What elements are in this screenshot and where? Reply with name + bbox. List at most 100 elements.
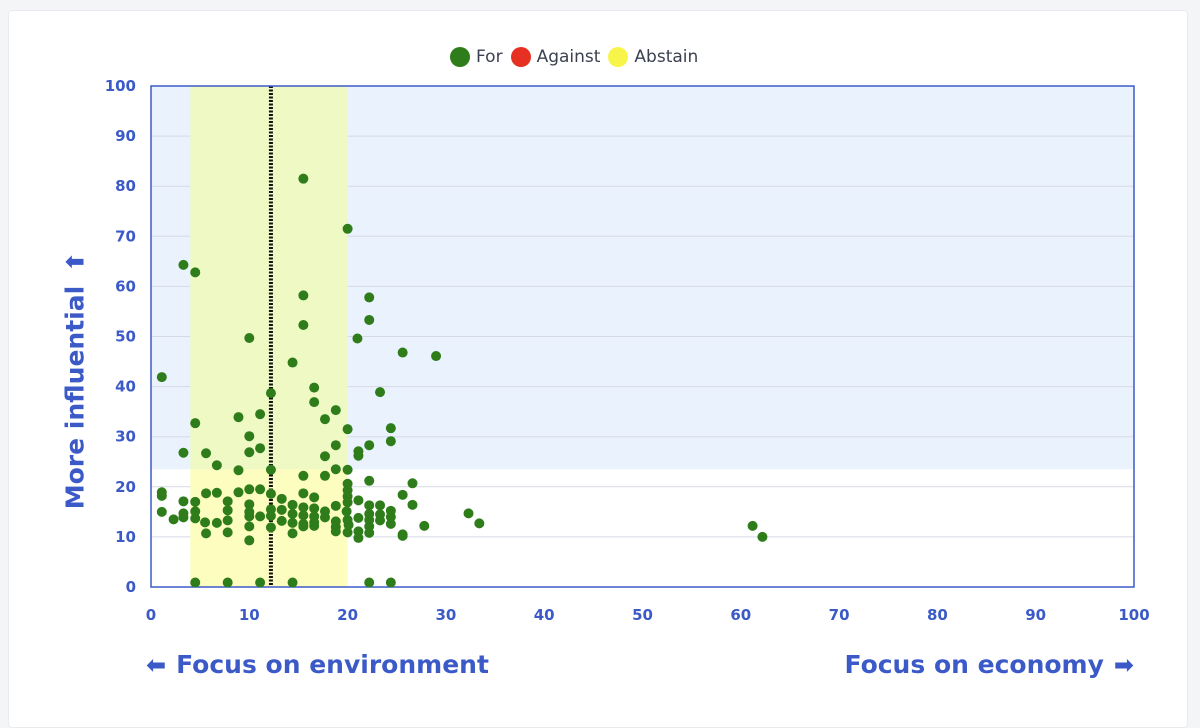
x-axis-title-left: ⬅ Focus on environment (146, 650, 489, 679)
data-point (201, 488, 212, 499)
data-point (244, 511, 255, 522)
data-point (352, 333, 363, 344)
y-axis-title: More influential ⬆ (50, 240, 100, 520)
data-point (298, 521, 309, 532)
data-point (309, 397, 320, 408)
data-point (397, 530, 408, 541)
data-point (385, 423, 396, 434)
data-point (255, 409, 266, 420)
data-point (397, 347, 408, 358)
data-point (298, 173, 309, 184)
data-point (309, 520, 320, 531)
data-point (178, 512, 189, 523)
data-point (364, 577, 375, 588)
data-point (342, 223, 353, 234)
data-point (330, 500, 341, 511)
legend-label-for: For (476, 47, 503, 67)
y-tick-label: 70 (115, 227, 136, 245)
y-tick-label: 0 (126, 578, 136, 596)
data-point (222, 505, 233, 516)
data-point (276, 504, 287, 515)
data-point (233, 412, 244, 423)
data-point (342, 464, 353, 475)
legend-swatch-abstain (608, 47, 629, 67)
x-tick-label: 0 (146, 606, 156, 624)
data-point (178, 447, 189, 458)
data-point (407, 478, 418, 489)
data-point (222, 496, 233, 507)
data-point (757, 531, 768, 542)
y-tick-label: 100 (105, 77, 136, 95)
data-point (178, 259, 189, 270)
legend-item-abstain[interactable]: Abstain (608, 47, 698, 67)
data-point (330, 526, 341, 537)
data-point (385, 436, 396, 447)
data-point (244, 484, 255, 495)
data-point (156, 506, 167, 517)
data-point (342, 424, 353, 435)
x-tick-label: 100 (1118, 606, 1149, 624)
data-point (309, 382, 320, 393)
data-point (353, 495, 364, 506)
x-tick-label: 70 (829, 606, 850, 624)
x-axis-title-right: Focus on economy ➡ (845, 650, 1135, 679)
data-point (244, 447, 255, 458)
data-point (330, 440, 341, 451)
data-point (364, 500, 375, 511)
legend-item-against[interactable]: Against (510, 47, 600, 67)
data-point (431, 351, 442, 362)
data-point (419, 520, 430, 531)
legend-swatch-against (510, 47, 531, 67)
data-point (244, 535, 255, 546)
data-point (342, 527, 353, 538)
data-point (265, 510, 276, 521)
x-tick-label: 10 (239, 606, 260, 624)
data-point (244, 333, 255, 344)
data-point (287, 528, 298, 539)
data-point (330, 464, 341, 475)
data-point (463, 508, 474, 519)
data-point (287, 499, 298, 510)
data-point (343, 519, 354, 530)
data-point (298, 510, 309, 521)
data-point (353, 532, 364, 543)
data-point (201, 448, 212, 459)
data-point (319, 451, 330, 462)
data-point (364, 314, 375, 325)
data-point (178, 496, 189, 507)
data-point (255, 484, 266, 495)
data-points (156, 173, 768, 588)
y-tick-label: 20 (115, 478, 136, 496)
data-point (200, 517, 211, 528)
data-point (265, 488, 276, 499)
data-point (287, 577, 298, 588)
x-tick-label: 50 (632, 606, 653, 624)
data-point (211, 460, 222, 471)
data-point (233, 487, 244, 498)
data-point (407, 499, 418, 510)
data-point (375, 387, 386, 398)
legend-item-for[interactable]: For (450, 47, 503, 67)
data-point (265, 388, 276, 399)
data-point (168, 514, 179, 525)
data-point (255, 577, 266, 588)
data-point (222, 515, 233, 526)
data-point (276, 493, 287, 504)
y-tick-label: 50 (115, 328, 136, 346)
data-point (319, 414, 330, 425)
x-tick-labels: 0 10 20 30 40 50 60 70 80 90 100 (146, 606, 1150, 624)
x-tick-label: 60 (730, 606, 751, 624)
arrow-right-icon: ➡ (1113, 650, 1134, 679)
x-tick-label: 80 (927, 606, 948, 624)
arrow-up-icon: ⬆ (61, 251, 89, 272)
data-point (353, 446, 364, 457)
x-tick-label: 40 (534, 606, 555, 624)
data-point (747, 520, 758, 531)
legend-label-abstain: Abstain (634, 47, 699, 67)
y-tick-labels: 0 10 20 30 40 50 60 70 80 90 100 (105, 77, 136, 596)
data-point (265, 522, 276, 533)
data-point (201, 528, 212, 539)
data-point (244, 431, 255, 442)
data-point (474, 518, 485, 529)
